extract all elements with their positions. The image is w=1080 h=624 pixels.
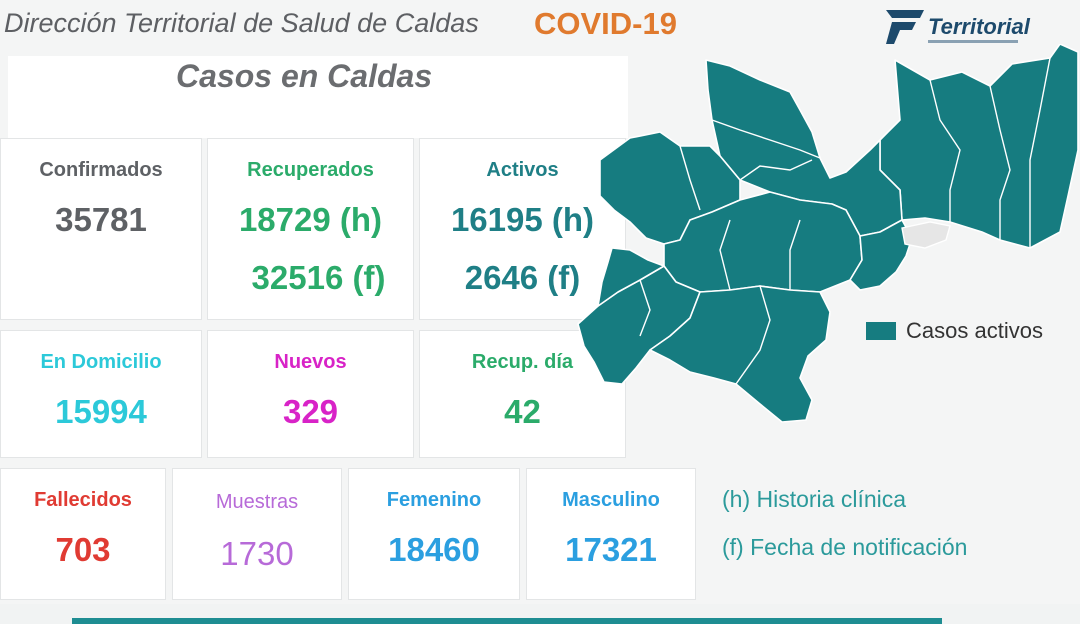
card-fallecidos: Fallecidos 703 <box>0 468 166 600</box>
nuevos-label: Nuevos <box>274 351 347 373</box>
activos-value-f: 2646 (f) <box>464 259 581 296</box>
panel-title: Casos en Caldas <box>176 58 433 94</box>
map-region-south <box>649 285 831 423</box>
card-recup-dia: Recup. día 42 <box>419 330 626 458</box>
fallecidos-label: Fallecidos <box>34 489 132 511</box>
recuperados-label: Recuperados <box>247 159 374 181</box>
card-recuperados: Recuperados 18729 (h) 32516 (f) <box>207 138 414 320</box>
muestras-label: Muestras <box>215 491 299 513</box>
card-activos: Activos 16195 (h) 2646 (f) <box>419 138 626 320</box>
territorial-logo: Territorial <box>882 4 1030 48</box>
en-domicilio-value: 15994 <box>55 393 147 430</box>
recuperados-value-h: 18729 (h) <box>238 201 383 238</box>
territorial-logo-mark-icon <box>886 10 924 44</box>
card-femenino: Femenino 18460 <box>348 468 520 600</box>
caldas-map <box>577 44 1079 423</box>
femenino-label: Femenino <box>386 489 482 511</box>
fallecidos-value: 703 <box>55 531 111 568</box>
panel-title-box <box>8 56 628 138</box>
logo-underline <box>928 40 1018 43</box>
card-nuevos: Nuevos 329 <box>207 330 414 458</box>
femenino-value: 18460 <box>388 531 480 568</box>
nuevos-value: 329 <box>282 393 339 430</box>
masculino-label: Masculino <box>562 489 660 511</box>
card-confirmados: Confirmados 35781 <box>0 138 202 320</box>
card-en-domicilio: En Domicilio 15994 <box>0 330 202 458</box>
confirmados-value: 35781 <box>55 201 147 238</box>
logo-text: Territorial <box>928 14 1030 39</box>
map-region-east <box>849 219 913 291</box>
en-domicilio-label: En Domicilio <box>40 351 162 373</box>
legend-label: Casos activos <box>906 318 1043 343</box>
footer-bar <box>72 618 942 624</box>
note-historia-clinica: (h) Historia clínica <box>722 486 907 512</box>
map-region-manizales <box>901 221 951 249</box>
confirmados-label: Confirmados <box>39 159 163 181</box>
recup-dia-label: Recup. día <box>471 351 574 373</box>
masculino-value: 17321 <box>565 531 657 568</box>
note-fecha-notificacion: (f) Fecha de notificación <box>722 534 968 560</box>
legend-swatch <box>866 322 896 340</box>
card-masculino: Masculino 17321 <box>526 468 696 600</box>
organization-title: Dirección Territorial de Salud de Caldas <box>4 8 479 38</box>
recuperados-value-f: 32516 (f) <box>251 259 386 296</box>
activos-label: Activos <box>486 159 559 181</box>
map-legend: Casos activos <box>866 318 1043 344</box>
card-muestras: Muestras 1730 <box>172 468 342 600</box>
muestras-value: 1730 <box>220 535 294 572</box>
map-region-west <box>597 247 665 307</box>
activos-value-h: 16195 (h) <box>450 201 595 238</box>
covid-badge: COVID-19 <box>534 6 677 41</box>
map-region-northeast <box>879 44 1079 249</box>
recup-dia-value: 42 <box>504 393 541 430</box>
